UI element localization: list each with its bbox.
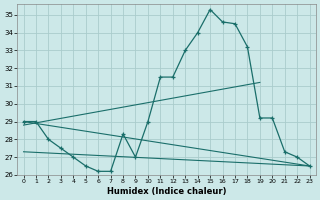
X-axis label: Humidex (Indice chaleur): Humidex (Indice chaleur) [107, 187, 226, 196]
